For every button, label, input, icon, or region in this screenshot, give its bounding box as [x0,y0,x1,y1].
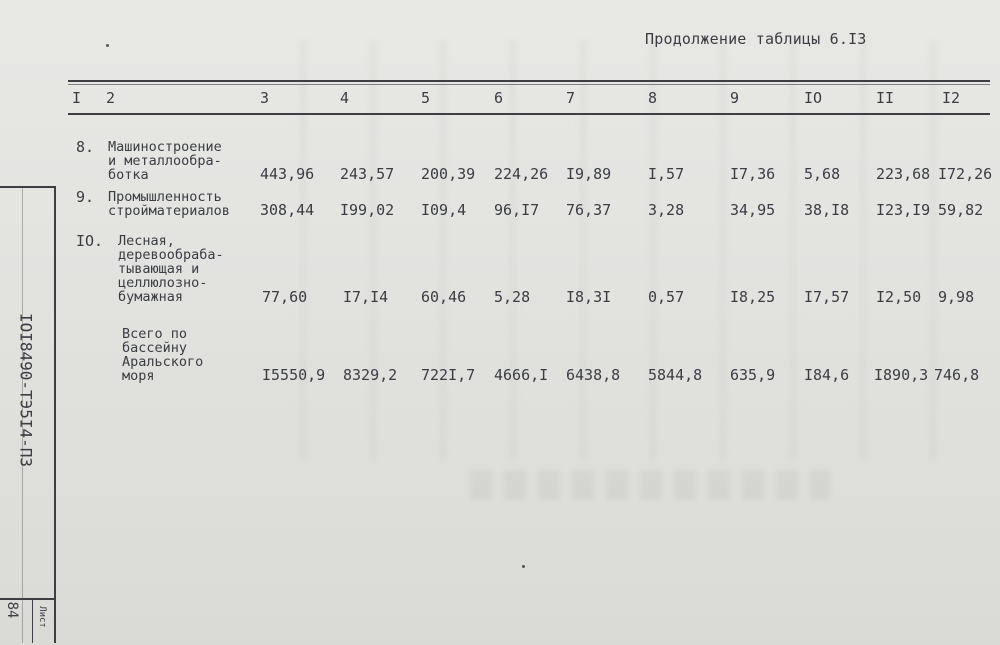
table-cell: 59,82 [938,201,984,219]
table-top-rule-second [68,84,990,85]
table-cell: 0,57 [648,288,685,306]
header-col-5: 5 [421,89,431,107]
table-cell: 77,60 [262,288,308,306]
table-cell: I84,6 [804,366,850,384]
row-label: Промышленность стройматериалов [108,189,230,219]
table-cell: I99,02 [340,201,395,219]
header-col-6: 6 [494,89,504,107]
table-cell: I890,3 [874,366,929,384]
table-cell: 4666,I [494,366,549,384]
table-cell: 34,95 [730,201,776,219]
document-code: IOI8490-ТЭ5I4-ПЗ [16,312,36,468]
table-cell: I7,36 [730,165,776,183]
header-col-11: II [876,89,895,107]
bleed-through-texture-bottom [470,470,830,500]
header-bottom-rule [68,113,990,115]
table-cell: 722I,7 [421,366,476,384]
table-top-rule [68,80,990,82]
table-cell: 96,I7 [494,201,540,219]
paper-speck [106,44,109,47]
table-cell: I7,I4 [343,288,389,306]
table-cell: 38,I8 [804,201,850,219]
row-number: 8. [76,138,95,156]
row-label: Лесная, деревообраба- тывающая и целлюло… [118,233,224,305]
table-cell: 3,28 [648,201,685,219]
table-cell: 243,57 [340,165,395,183]
table-cell: 76,37 [566,201,612,219]
table-cell: I,57 [648,165,685,183]
row-number: 9. [76,188,95,206]
header-col-7: 7 [566,89,576,107]
header-col-1: I [72,89,82,107]
paper-speck [522,565,525,568]
table-cell: I9,89 [566,165,612,183]
table-continuation-caption: Продолжение таблицы 6.I3 [645,30,867,48]
table-cell: 224,26 [494,165,549,183]
table-cell: 5,28 [494,288,531,306]
table-cell: 9,98 [938,288,975,306]
table-cell: 223,68 [876,165,931,183]
bleed-through-texture [300,40,960,460]
margin-stamp-inner-divider [22,186,23,643]
table-cell: I2,50 [876,288,922,306]
table-cell: I09,4 [421,201,467,219]
table-cell: I7,57 [804,288,850,306]
row-label: Машиностроение и металлообра- ботка [108,139,222,183]
table-cell: I23,I9 [876,201,931,219]
table-cell: 443,96 [260,165,315,183]
table-cell: 5,68 [804,165,841,183]
table-cell: I8,25 [730,288,776,306]
header-col-2: 2 [106,89,116,107]
table-cell: 308,44 [260,201,315,219]
header-col-8: 8 [648,89,658,107]
table-cell: 60,46 [421,288,467,306]
total-row-label: Всего по бассейну Аральского моря [122,326,204,384]
table-cell: I8,3I [566,288,612,306]
header-col-4: 4 [340,89,350,107]
sheet-label: Лист [37,606,47,628]
table-cell: 200,39 [421,165,476,183]
margin-stamp-right-border [54,186,56,643]
margin-sheet-box-top [0,598,56,600]
sheet-number: 84 [4,601,20,619]
margin-stamp-frame [0,186,56,645]
table-cell: I72,26 [938,165,993,183]
table-cell: 6438,8 [566,366,621,384]
table-cell: 746,8 [934,366,980,384]
table-cell: 8329,2 [343,366,398,384]
header-col-9: 9 [730,89,740,107]
table-cell: 5844,8 [648,366,703,384]
header-col-12: I2 [942,89,961,107]
header-col-3: 3 [260,89,270,107]
table-cell: I5550,9 [262,366,326,384]
table-cell: 635,9 [730,366,776,384]
margin-sheet-box-divider [32,598,33,643]
row-number: IO. [76,232,104,250]
header-col-10: IO [804,89,823,107]
